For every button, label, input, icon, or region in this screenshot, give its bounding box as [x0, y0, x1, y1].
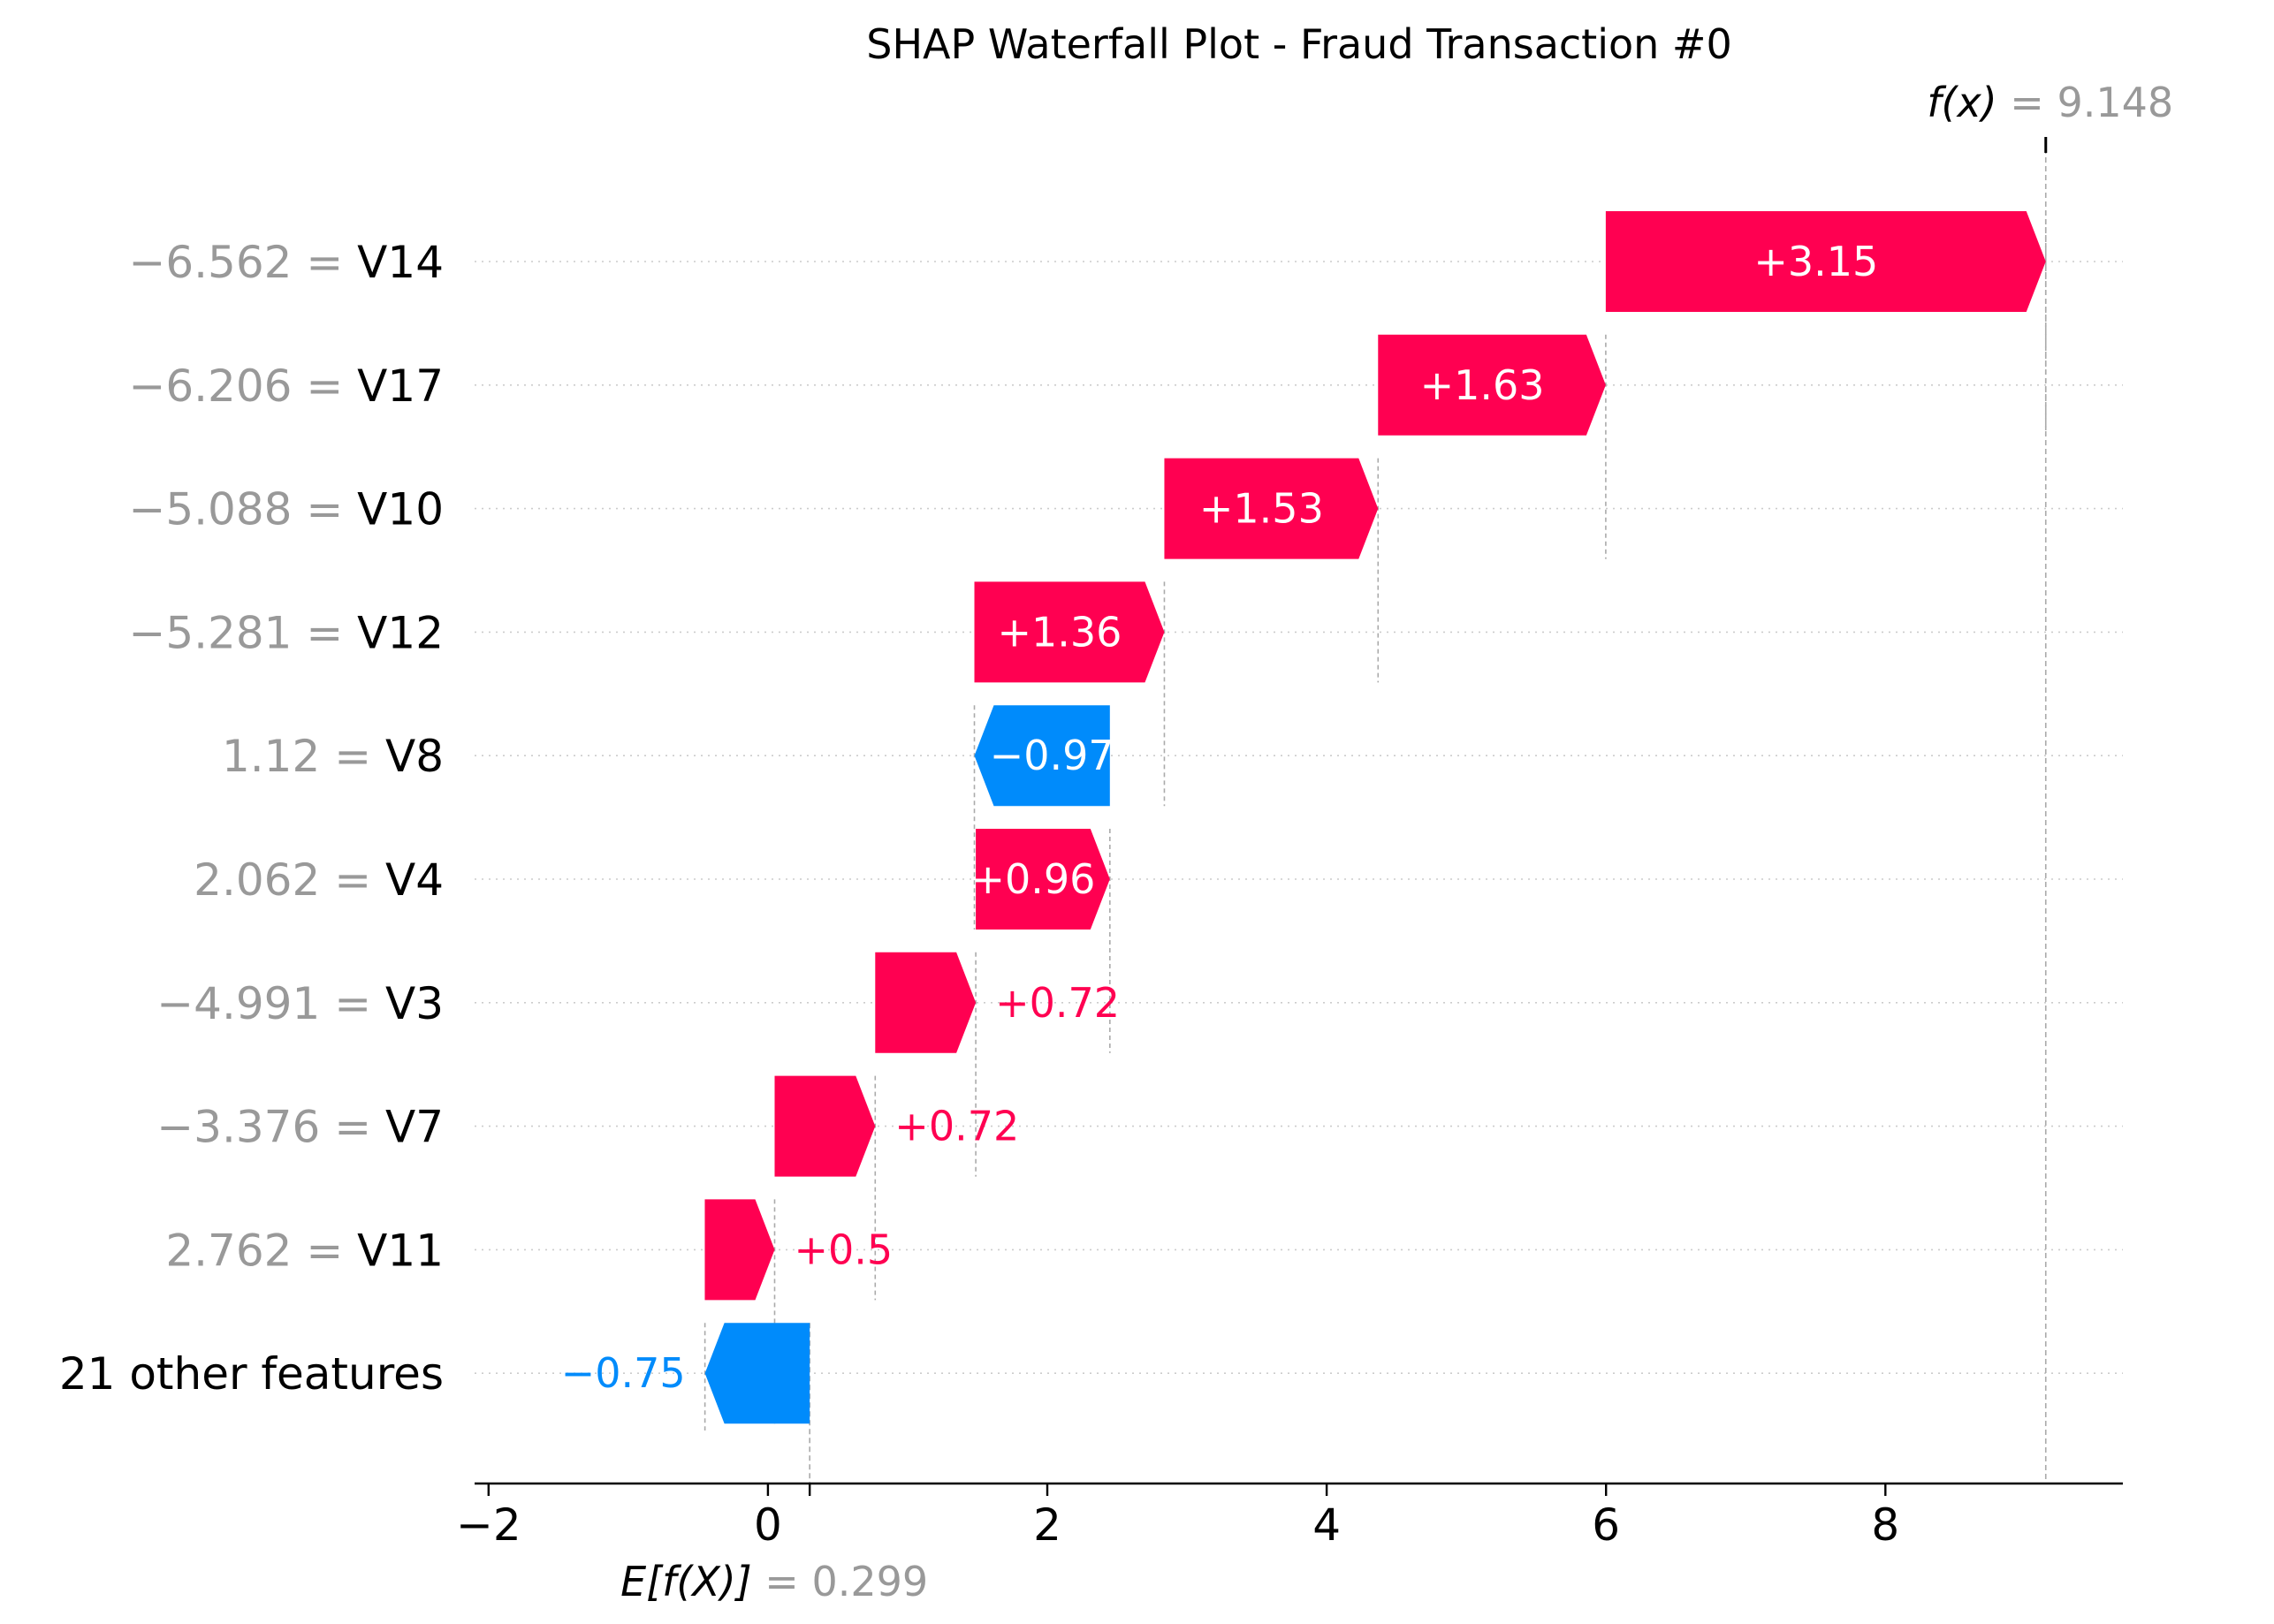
- shap-value-label: +0.72: [995, 979, 1120, 1027]
- feature-name: V12: [357, 607, 444, 658]
- bar-negative: [974, 705, 1110, 807]
- chart-title: SHAP Waterfall Plot - Fraud Transaction …: [866, 20, 1731, 68]
- feature-value: −5.281 =: [128, 607, 357, 658]
- feature-label: 21 other features: [59, 1348, 444, 1400]
- feature-name: 21 other features: [59, 1348, 444, 1400]
- shap-value-label: −0.97: [990, 732, 1114, 779]
- feature-name: V10: [357, 484, 444, 535]
- feature-name: V11: [357, 1225, 444, 1276]
- connector-layer: [703, 140, 2047, 1484]
- feature-value: −5.088 =: [128, 484, 357, 535]
- feature-value: 1.12 =: [222, 731, 385, 782]
- base-value: = 0.299: [752, 1558, 928, 1605]
- bar-positive: [704, 1199, 775, 1301]
- annotations: f(x) = 9.148 E[f(X)] = 0.299: [620, 79, 2173, 1605]
- feature-label: −6.206 = V17: [128, 360, 444, 412]
- feature-label: −6.562 = V14: [128, 237, 444, 288]
- feature-labels: −6.562 = V14 −6.206 = V17 −5.088 = V10 −5.2…: [59, 237, 444, 1400]
- feature-name: V14: [357, 237, 444, 288]
- output-label: f(x): [1927, 79, 1996, 126]
- x-tick-label: 8: [1871, 1499, 1899, 1551]
- feature-label: −3.376 = V7: [156, 1102, 444, 1153]
- shap-value-label: +1.53: [1199, 485, 1324, 533]
- output-value: = 9.148: [1997, 79, 2173, 126]
- output-value-annotation: f(x) = 9.148: [1927, 79, 2173, 126]
- feature-name: V8: [385, 731, 444, 782]
- shap-value-label: +1.63: [1420, 361, 1545, 409]
- x-tick-label: 0: [754, 1499, 782, 1551]
- shap-value-label: +3.15: [1753, 238, 1878, 285]
- label-layer: +3.15 +1.63 +1.53 +1.36 −0.97 +0.96 +0.72 +0.72…: [561, 238, 1879, 1397]
- feature-name: V7: [385, 1102, 444, 1153]
- bar-positive: [974, 581, 1165, 683]
- feature-label: 2.062 = V4: [194, 854, 444, 906]
- x-tick-label: 4: [1312, 1499, 1341, 1551]
- shap-value-label: −0.75: [561, 1349, 686, 1397]
- feature-label: −4.991 = V3: [156, 978, 444, 1029]
- x-tick-label: 6: [1592, 1499, 1620, 1551]
- base-value-annotation: E[f(X)] = 0.299: [620, 1558, 928, 1605]
- bar-positive: [1164, 458, 1379, 559]
- feature-value: −4.991 =: [156, 978, 385, 1029]
- bar-positive: [1378, 334, 1606, 436]
- shap-value-label: +1.36: [997, 608, 1122, 656]
- feature-label: 1.12 = V8: [222, 731, 444, 782]
- feature-value: 2.762 =: [165, 1225, 357, 1276]
- bar-positive: [774, 1075, 876, 1177]
- x-tick-label: −2: [456, 1499, 521, 1551]
- shap-value-label: +0.5: [794, 1226, 893, 1273]
- feature-value: −6.562 =: [128, 237, 357, 288]
- feature-value: −6.206 =: [128, 360, 357, 412]
- bar-negative: [704, 1323, 810, 1424]
- x-axis: −2 0 2 4 6 8: [456, 137, 2123, 1551]
- shap-value-label: +0.72: [894, 1103, 1019, 1150]
- feature-value: 2.062 =: [194, 854, 385, 906]
- shap-value-label: +0.96: [970, 855, 1095, 903]
- bar-layer: [704, 211, 2046, 1424]
- x-tick-label: 2: [1033, 1499, 1061, 1551]
- bar-positive: [976, 829, 1110, 930]
- feature-label: −5.088 = V10: [128, 484, 444, 535]
- base-label: E[f(X)]: [620, 1558, 752, 1605]
- feature-label: 2.762 = V11: [165, 1225, 444, 1276]
- feature-name: V4: [385, 854, 444, 906]
- bar-positive: [1605, 211, 2046, 312]
- feature-name: V3: [385, 978, 444, 1029]
- bar-positive: [875, 952, 977, 1053]
- feature-value: −3.376 =: [156, 1102, 385, 1153]
- feature-label: −5.281 = V12: [128, 607, 444, 658]
- feature-name: V17: [357, 360, 444, 412]
